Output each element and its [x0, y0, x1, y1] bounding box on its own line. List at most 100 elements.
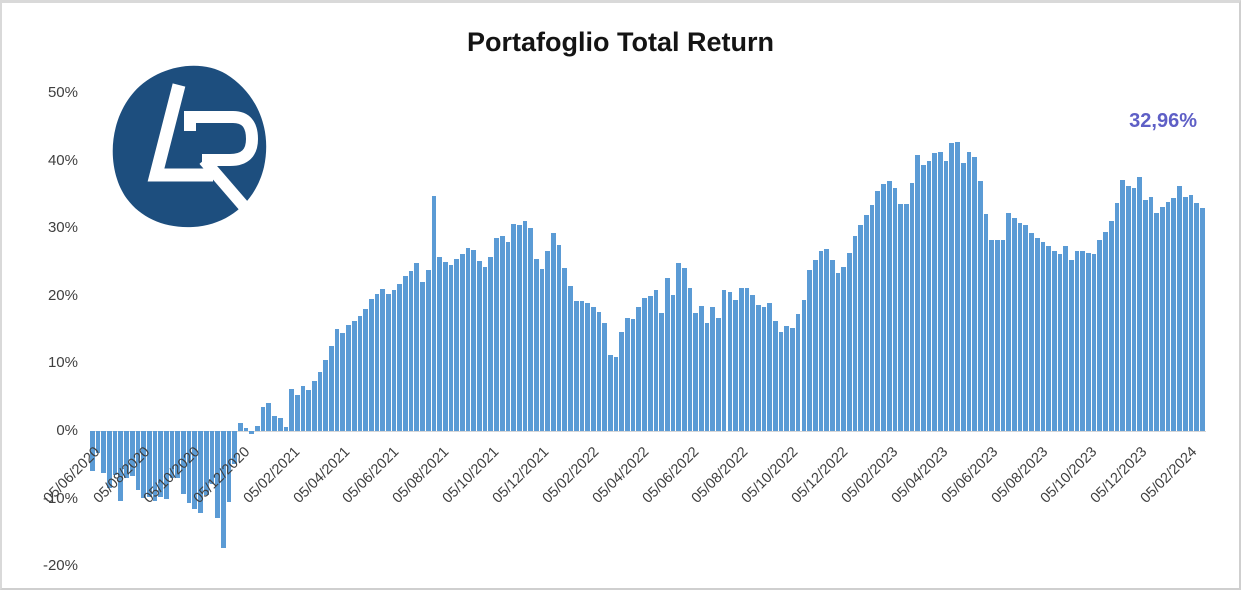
bar: [1194, 203, 1199, 431]
bar: [340, 332, 346, 431]
y-axis-label: 20%: [47, 286, 78, 304]
bar: [556, 245, 562, 431]
bar: [232, 431, 237, 465]
bar: [351, 320, 357, 431]
bar: [681, 268, 687, 431]
bar: [835, 272, 841, 431]
bar: [397, 283, 403, 431]
bar: [488, 257, 494, 431]
bar: [733, 299, 738, 431]
bar: [323, 360, 329, 431]
bar: [1171, 198, 1177, 431]
bar: [767, 303, 773, 431]
bar: [442, 262, 448, 431]
bar: [368, 299, 374, 431]
bar: [1029, 232, 1034, 431]
bar: [761, 307, 767, 431]
bar: [192, 431, 198, 510]
bar: [346, 324, 351, 431]
bar: [824, 249, 829, 431]
bar: [568, 285, 573, 431]
bar: [886, 180, 892, 431]
bar: [829, 259, 835, 431]
bar: [465, 248, 471, 431]
bar: [909, 182, 915, 431]
bar: [625, 318, 630, 431]
bar: [1143, 199, 1148, 431]
bar: [989, 239, 995, 431]
bar: [551, 232, 556, 431]
bar: [249, 431, 255, 434]
bar: [807, 270, 812, 431]
bar: [181, 431, 186, 494]
bar: [459, 253, 465, 431]
bar: [915, 155, 921, 431]
bar: [790, 328, 795, 431]
bar: [642, 297, 647, 431]
y-axis-label: 50%: [47, 84, 78, 101]
bar: [1012, 218, 1017, 431]
bar: [1080, 251, 1086, 431]
bar: [374, 293, 380, 431]
bar: [226, 431, 232, 502]
bar: [1177, 186, 1182, 431]
bar: [864, 214, 869, 431]
bar: [995, 239, 1000, 431]
bar: [721, 289, 727, 431]
bar: [738, 288, 744, 431]
bar: [300, 386, 306, 431]
bar: [1097, 240, 1103, 431]
bar: [482, 266, 488, 431]
bar: [425, 270, 431, 431]
chart-title: Portafoglio Total Return: [467, 27, 774, 57]
bar: [983, 214, 989, 431]
bar: [960, 163, 966, 431]
bar: [1199, 208, 1205, 431]
bar: [613, 356, 619, 431]
bar: [294, 395, 300, 431]
bar: [630, 318, 636, 431]
bar: [545, 251, 551, 431]
bar: [926, 160, 932, 431]
bar: [311, 380, 317, 431]
bar: [505, 241, 511, 431]
bar: [778, 331, 784, 431]
bar: [533, 258, 539, 431]
bar: [448, 264, 454, 431]
bar: [847, 253, 852, 431]
x-axis-line: [90, 431, 1206, 432]
bar: [699, 305, 704, 431]
bar: [693, 313, 699, 431]
bar: [391, 290, 397, 431]
bar: [329, 345, 334, 431]
y-axis-label: 10%: [47, 354, 78, 372]
bar: [539, 269, 545, 431]
bar: [938, 151, 943, 431]
bar: [1006, 213, 1012, 431]
bar: [784, 326, 790, 431]
bar: [562, 268, 568, 431]
bar: [385, 293, 391, 431]
bar: [881, 184, 886, 431]
bar: [1120, 179, 1125, 431]
bar: [317, 371, 323, 431]
bar: [499, 235, 505, 431]
y-axis-label: 0%: [56, 422, 78, 439]
bar: [670, 295, 676, 431]
bar: [744, 288, 750, 431]
bar: [653, 290, 659, 431]
bar: [607, 354, 613, 431]
bar: [277, 418, 283, 431]
bar: [1125, 185, 1131, 431]
bar: [647, 295, 653, 431]
bar: [1034, 238, 1040, 431]
bar: [175, 431, 181, 479]
bar: [755, 304, 761, 431]
bar: [1017, 222, 1023, 431]
bar: [152, 431, 158, 502]
bar: [921, 164, 926, 431]
bar: [203, 431, 209, 495]
bar: [255, 425, 260, 431]
lr-logo-icon: [112, 65, 267, 228]
